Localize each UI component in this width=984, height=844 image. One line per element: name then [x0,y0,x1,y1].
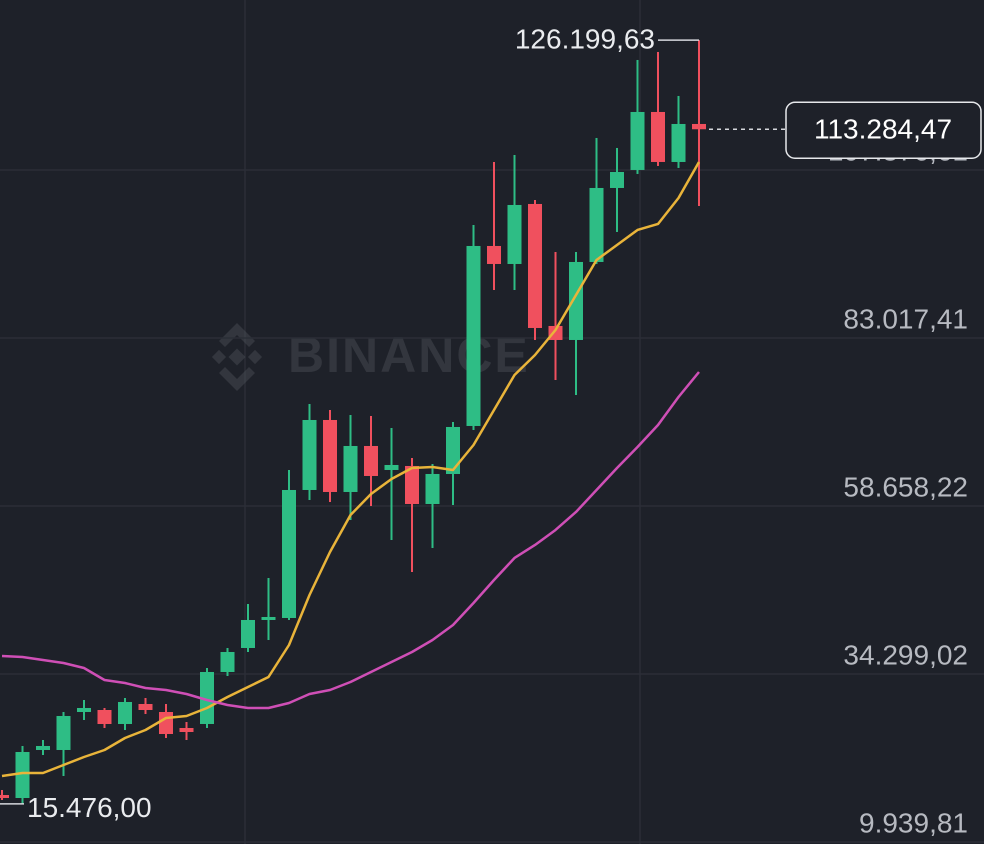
ma-line [1,371,700,710]
y-tick-label: 58.658,22 [843,471,968,502]
candle-body [446,426,460,474]
candle-body [118,701,132,724]
candle-body [15,751,30,798]
candle-body [159,711,173,734]
candle-body [261,616,276,620]
last-price-box [785,101,982,160]
candle-body [302,419,317,490]
candle-body [425,473,440,504]
candle-body [36,745,50,750]
candle-body [651,111,665,162]
watermark: BINANCE [211,323,530,391]
candle-body [0,794,9,798]
candle-body [692,123,706,130]
candle-body [241,619,255,648]
y-tick-label: 83.017,41 [843,303,968,334]
candle-body [630,111,645,170]
candle-body [589,187,604,262]
candle-body [343,445,358,492]
candle-body [77,707,91,712]
candle-body [97,709,112,724]
candle-body [323,419,337,492]
candle-body [528,203,542,328]
candle-body [405,465,419,504]
candle-body [179,727,194,732]
candle-body [56,715,71,750]
candle-body [282,489,296,618]
candle-body [610,171,624,188]
y-tick-label: 34.299,02 [843,639,968,670]
candle-body [200,671,214,724]
high-label: 126.199,63 [515,24,655,55]
candle-body [220,651,235,672]
y-tick-label: 9.939,81 [859,807,968,838]
candle-body [507,204,522,264]
candle-body [364,445,378,476]
low-label: 15.476,00 [27,792,152,823]
candle-body [487,245,501,264]
candle-body [569,261,583,340]
last-price-label: 113.284,47 [814,114,952,145]
candle-body [671,123,686,162]
candle-body [138,703,153,710]
candle-body [548,325,563,340]
watermark-text: BINANCE [288,327,530,383]
ma-line [1,161,701,778]
candle-body [466,245,481,426]
candle-body [384,464,399,470]
